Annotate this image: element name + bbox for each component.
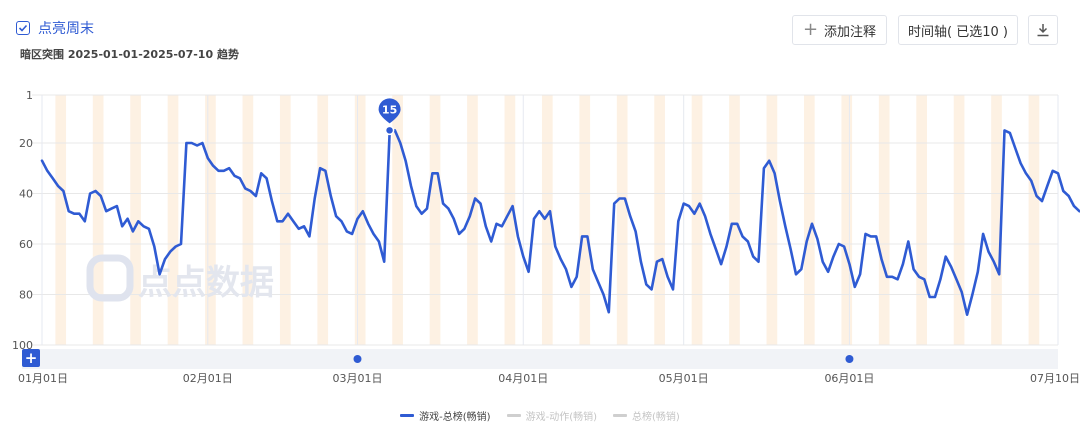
watermark: 点点数据 bbox=[86, 254, 274, 303]
timeline-label: 时间轴( 已选10 ) bbox=[908, 24, 1008, 40]
weekend-band bbox=[1028, 95, 1040, 345]
weekend-band bbox=[242, 95, 254, 345]
watermark-logo-icon bbox=[86, 254, 134, 302]
x-tick-label: 01月01日 bbox=[18, 372, 68, 385]
weekend-band bbox=[654, 95, 665, 345]
weekend-band bbox=[92, 95, 104, 345]
weekend-band bbox=[841, 95, 853, 345]
weekend-band bbox=[504, 95, 516, 345]
y-tick-label: 1 bbox=[26, 89, 33, 102]
weekend-band bbox=[991, 95, 1002, 345]
y-tick-label: 20 bbox=[19, 137, 33, 150]
checkbox-checked-icon[interactable] bbox=[16, 21, 30, 35]
weekend-band bbox=[766, 95, 778, 345]
weekend-highlight-label: 点亮周末 bbox=[38, 21, 94, 37]
download-button[interactable] bbox=[1028, 15, 1058, 45]
peak-value-label: 15 bbox=[382, 103, 397, 116]
legend-swatch bbox=[613, 414, 628, 417]
weekend-band bbox=[279, 95, 291, 345]
legend-item[interactable]: 游戏-总榜(畅销) bbox=[400, 408, 491, 423]
timeline-marker bbox=[353, 355, 362, 363]
timeline-button[interactable]: 时间轴( 已选10 ) bbox=[898, 15, 1018, 45]
weekend-band bbox=[916, 95, 927, 345]
weekend-band bbox=[429, 95, 441, 345]
add-note-button[interactable]: + 添加注释 bbox=[792, 15, 887, 45]
weekend-band bbox=[729, 95, 740, 345]
y-tick-label: 60 bbox=[19, 238, 33, 251]
weekend-band bbox=[130, 95, 141, 345]
timeline-marker bbox=[845, 355, 854, 363]
legend-item[interactable]: 游戏-动作(畅销) bbox=[506, 408, 598, 423]
weekend-band bbox=[205, 95, 216, 345]
legend-swatch bbox=[506, 414, 521, 417]
x-tick-label: 04月01日 bbox=[498, 372, 548, 385]
chart-subtitle: 暗区突围 2025-01-01-2025-07-10 趋势 bbox=[20, 48, 239, 61]
weekend-band bbox=[167, 95, 179, 345]
legend-swatch bbox=[400, 414, 415, 417]
x-tick-label: 06月01日 bbox=[824, 372, 874, 385]
peak-point bbox=[384, 125, 395, 136]
legend-item[interactable]: 总榜(畅销) bbox=[613, 408, 680, 423]
weekend-band bbox=[541, 95, 553, 345]
peak-marker-pin bbox=[378, 98, 401, 124]
add-note-label: 添加注释 bbox=[824, 24, 877, 40]
weekend-band bbox=[579, 95, 591, 345]
y-tick-label: 100 bbox=[12, 339, 33, 352]
timeline-slider bbox=[22, 349, 1058, 369]
weekend-band bbox=[804, 95, 815, 345]
y-tick-label: 40 bbox=[19, 187, 33, 200]
timeline-add-button bbox=[22, 349, 40, 367]
weekend-band bbox=[691, 95, 703, 345]
weekend-band bbox=[354, 95, 366, 345]
x-tick-label: 07月10日 bbox=[1030, 372, 1080, 385]
weekend-band bbox=[317, 95, 329, 345]
weekend-band bbox=[616, 95, 628, 345]
legend-label: 游戏-总榜(畅销) bbox=[419, 412, 491, 423]
chart-legend: 游戏-总榜(畅销) 游戏-动作(畅销) 总榜(畅销) bbox=[0, 408, 1080, 423]
weekend-band bbox=[467, 95, 478, 345]
plus-icon: + bbox=[802, 19, 819, 40]
weekend-band bbox=[878, 95, 890, 345]
weekend-highlight-toggle[interactable]: 点亮周末 bbox=[16, 18, 94, 38]
x-tick-label: 05月01日 bbox=[659, 372, 709, 385]
weekend-band bbox=[55, 95, 67, 345]
weekend-band bbox=[953, 95, 965, 345]
x-tick-label: 03月01日 bbox=[332, 372, 382, 385]
trend-chart: 1 20 40 60 80 100 点点数据 15 +01月01日 02月01日 03月01日 04月… bbox=[12, 89, 1080, 385]
legend-label: 总榜(畅销) bbox=[632, 412, 680, 423]
plus-icon: + bbox=[25, 349, 38, 367]
weekend-band bbox=[392, 95, 403, 345]
download-icon bbox=[1037, 24, 1049, 37]
y-tick-label: 80 bbox=[19, 288, 33, 301]
legend-label: 游戏-动作(畅销) bbox=[525, 412, 598, 423]
x-tick-label: 02月01日 bbox=[183, 372, 233, 385]
